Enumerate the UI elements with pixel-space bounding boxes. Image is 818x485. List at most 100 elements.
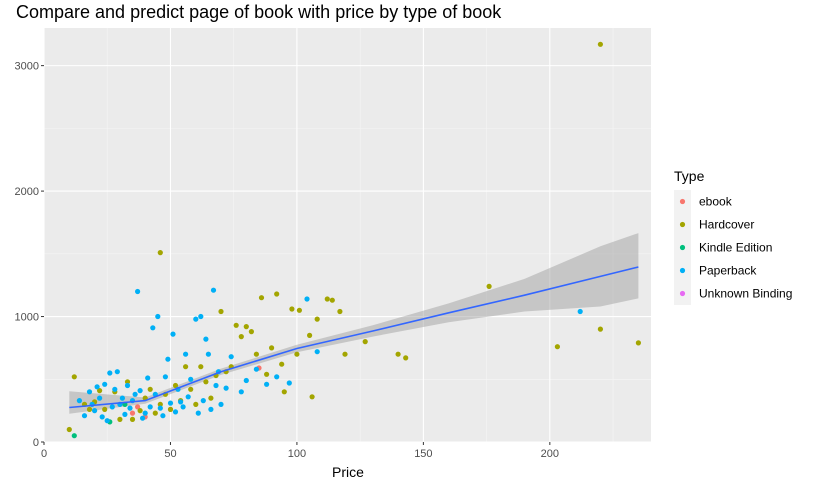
point-hardcover xyxy=(403,355,409,361)
point-paperback xyxy=(203,336,209,342)
plot-panel xyxy=(44,28,651,442)
point-hardcover xyxy=(117,416,123,422)
point-paperback xyxy=(99,414,105,420)
point-paperback xyxy=(228,354,234,360)
point-hardcover xyxy=(137,408,143,414)
point-hardcover xyxy=(248,329,254,335)
minor-gridlines xyxy=(44,28,651,442)
point-paperback xyxy=(112,386,118,392)
point-paperback xyxy=(223,385,229,391)
legend-label-hardcover: Hardcover xyxy=(699,218,754,232)
point-hardcover xyxy=(279,361,285,367)
point-paperback xyxy=(304,296,310,302)
point-hardcover xyxy=(486,283,492,289)
point-hardcover xyxy=(86,406,93,412)
point-paperback xyxy=(213,382,219,389)
point-paperback xyxy=(180,404,186,410)
point-hardcover xyxy=(193,401,199,407)
y-tick-label: 1000 xyxy=(15,312,39,324)
point-paperback xyxy=(162,374,168,380)
point-paperback xyxy=(198,313,204,320)
point-hardcover xyxy=(258,295,265,301)
point-paperback xyxy=(210,287,217,293)
point-paperback xyxy=(188,376,194,382)
point-paperback xyxy=(94,384,100,390)
point-hardcover xyxy=(218,308,224,315)
point-hardcover xyxy=(243,324,249,330)
point-hardcover xyxy=(172,382,179,389)
legend-marker-ebook xyxy=(679,198,686,205)
point-paperback xyxy=(253,366,259,372)
legend-label-kindle-edition: Kindle Edition xyxy=(699,241,772,255)
point-paperback xyxy=(124,382,131,389)
point-hardcover xyxy=(314,316,320,322)
point-paperback xyxy=(200,398,206,404)
point-paperback xyxy=(86,389,93,395)
point-paperback xyxy=(178,399,184,405)
point-paperback xyxy=(170,331,176,337)
point-hardcover xyxy=(167,406,174,412)
point-paperback xyxy=(114,369,120,375)
point-paperback xyxy=(142,410,148,416)
point-paperback xyxy=(205,351,211,357)
point-hardcover xyxy=(264,371,270,377)
point-paperback xyxy=(147,404,153,410)
point-paperback xyxy=(274,374,280,380)
y-tick-label: 2000 xyxy=(15,186,39,198)
point-hardcover xyxy=(97,388,103,394)
point-hardcover xyxy=(324,296,330,302)
point-paperback xyxy=(208,406,214,412)
legend-label-paperback: Paperback xyxy=(699,264,757,278)
point-paperback xyxy=(92,408,98,414)
point-paperback xyxy=(137,388,143,394)
point-hardcover xyxy=(102,406,108,412)
legend-label-ebook: ebook xyxy=(699,195,733,209)
point-paperback xyxy=(238,389,244,395)
point-hardcover xyxy=(198,364,204,370)
point-hardcover xyxy=(597,326,604,332)
point-hardcover xyxy=(157,250,163,256)
point-hardcover xyxy=(307,332,313,338)
legend-label-unknown-binding: Unknown Binding xyxy=(699,287,792,301)
point-paperback xyxy=(104,418,110,424)
point-hardcover xyxy=(238,334,244,340)
point-paperback xyxy=(577,308,583,315)
point-hardcover xyxy=(362,339,368,345)
point-ebook xyxy=(135,404,141,410)
point-hardcover xyxy=(395,351,401,357)
x-axis-ticks: 0 50 100 150 200 xyxy=(41,442,559,460)
point-hardcover xyxy=(597,41,604,47)
point-paperback xyxy=(286,380,292,386)
y-axis-ticks: 0 1000 2000 3000 xyxy=(15,61,44,449)
legend-marker-unknown-binding xyxy=(679,290,686,297)
legend: Type ebook Hardcover Kindle Edition Paperba… xyxy=(674,168,792,305)
point-hardcover xyxy=(281,389,287,395)
point-hardcover xyxy=(309,394,315,400)
point-paperback xyxy=(314,349,320,355)
point-paperback xyxy=(135,288,141,295)
point-paperback xyxy=(243,377,249,384)
point-hardcover xyxy=(635,340,642,346)
y-tick-label: 0 xyxy=(33,437,39,449)
point-hardcover xyxy=(233,322,239,328)
point-paperback xyxy=(155,313,161,320)
point-hardcover xyxy=(274,291,280,297)
point-hardcover xyxy=(124,379,131,385)
x-tick-label: 200 xyxy=(541,448,559,460)
y-tick-label: 3000 xyxy=(15,61,39,73)
point-paperback xyxy=(160,413,166,419)
point-paperback xyxy=(119,395,125,401)
point-hardcover xyxy=(289,306,295,312)
x-tick-label: 0 xyxy=(41,448,47,460)
point-hardcover xyxy=(342,351,348,357)
point-paperback xyxy=(172,409,179,415)
point-hardcover xyxy=(157,401,163,407)
point-kindle-edition xyxy=(71,433,77,439)
point-hardcover xyxy=(203,379,209,385)
point-hardcover xyxy=(208,395,214,401)
point-hardcover xyxy=(296,307,302,313)
point-hardcover xyxy=(129,416,136,422)
legend-title: Type xyxy=(674,168,705,184)
